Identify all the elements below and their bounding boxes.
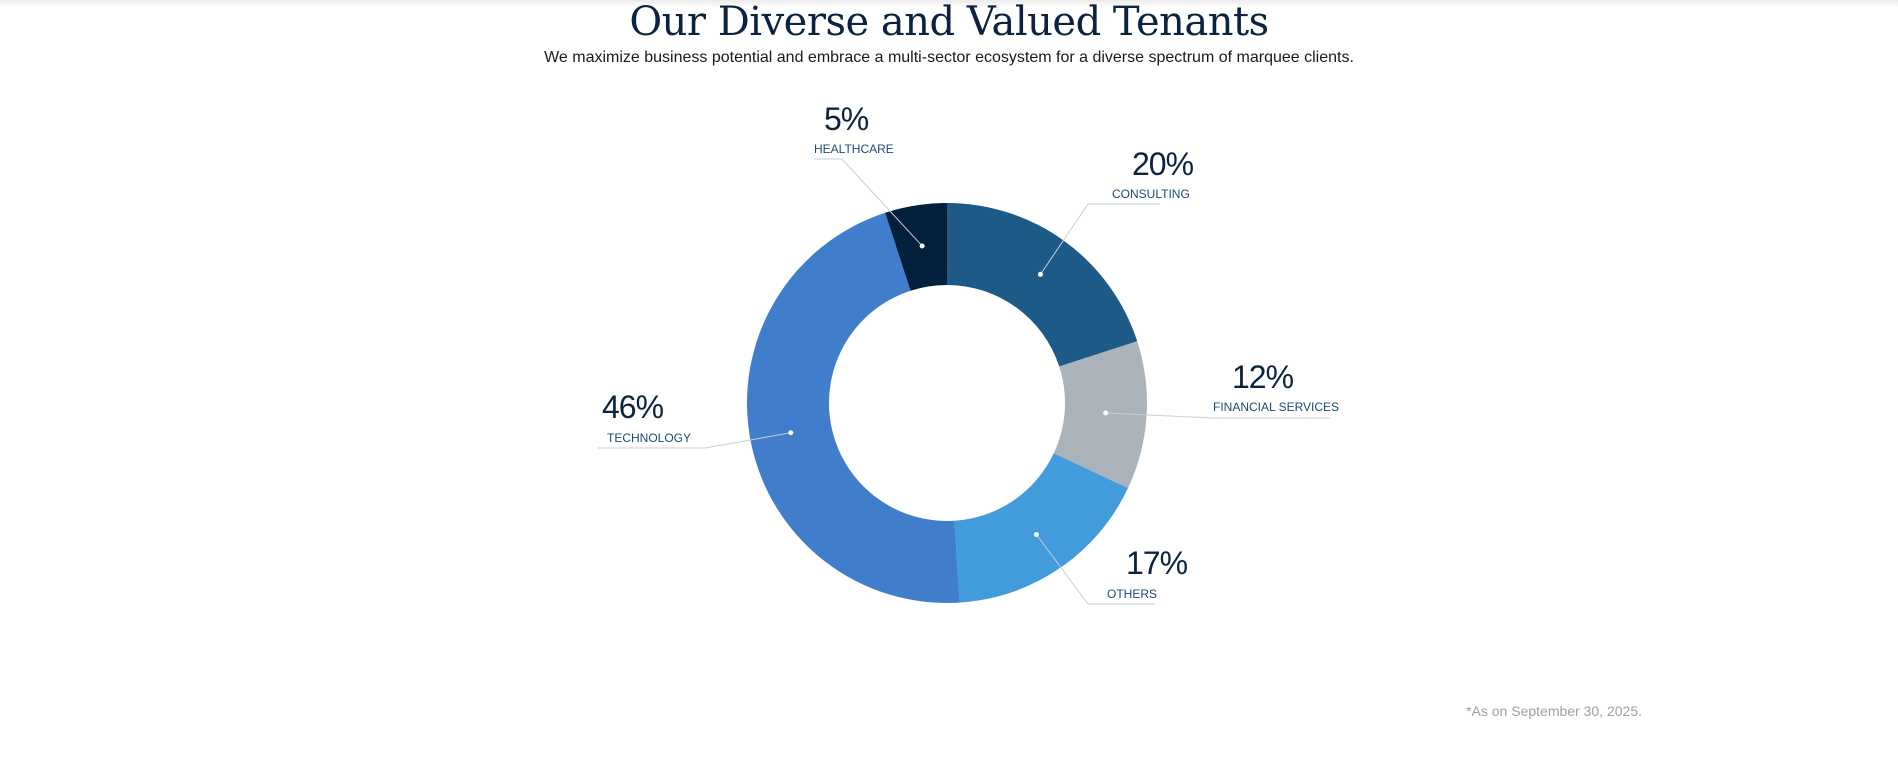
leader-line-others (1035, 534, 1155, 605)
page-title: Our Diverse and Valued Tenants (629, 0, 1269, 45)
slice-dot-consulting (1037, 271, 1043, 277)
percent-label-technology: 46% (602, 389, 664, 425)
percent-label-others: 17% (1126, 545, 1188, 581)
page-subtitle: We maximize business potential and embra… (544, 49, 1354, 66)
category-label-financial-services: FINANCIAL SERVICES (1213, 400, 1339, 414)
slice-dot-others (1033, 532, 1039, 538)
slice-others[interactable] (954, 453, 1128, 603)
top-shadow (0, 0, 1898, 8)
percent-label-consulting: 20% (1132, 146, 1194, 182)
slice-dot-technology (788, 430, 794, 436)
slice-technology[interactable] (747, 212, 960, 603)
slice-financial-services[interactable] (1053, 341, 1147, 489)
percent-label-financial-services: 12% (1232, 359, 1294, 395)
leader-line-healthcare (814, 158, 923, 247)
leader-line-financial-services (1105, 412, 1330, 419)
leader-line-technology (598, 432, 791, 449)
leader-line-consulting (1040, 203, 1160, 275)
slice-dot-healthcare (919, 243, 925, 249)
slice-dot-financial-services (1103, 410, 1109, 416)
footnote: *As on September 30, 2025. (1466, 703, 1642, 719)
slice-healthcare[interactable] (885, 203, 947, 291)
slice-consulting[interactable] (947, 203, 1138, 367)
percent-label-healthcare: 5% (824, 101, 869, 137)
category-label-healthcare: HEALTHCARE (814, 142, 894, 156)
category-label-consulting: CONSULTING (1112, 187, 1190, 201)
category-label-technology: TECHNOLOGY (607, 431, 691, 445)
category-label-others: OTHERS (1107, 587, 1157, 601)
